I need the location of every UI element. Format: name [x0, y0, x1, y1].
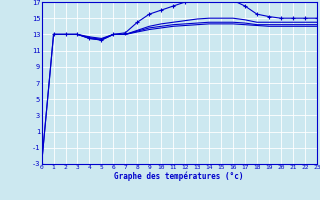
X-axis label: Graphe des températures (°c): Graphe des températures (°c): [115, 172, 244, 181]
